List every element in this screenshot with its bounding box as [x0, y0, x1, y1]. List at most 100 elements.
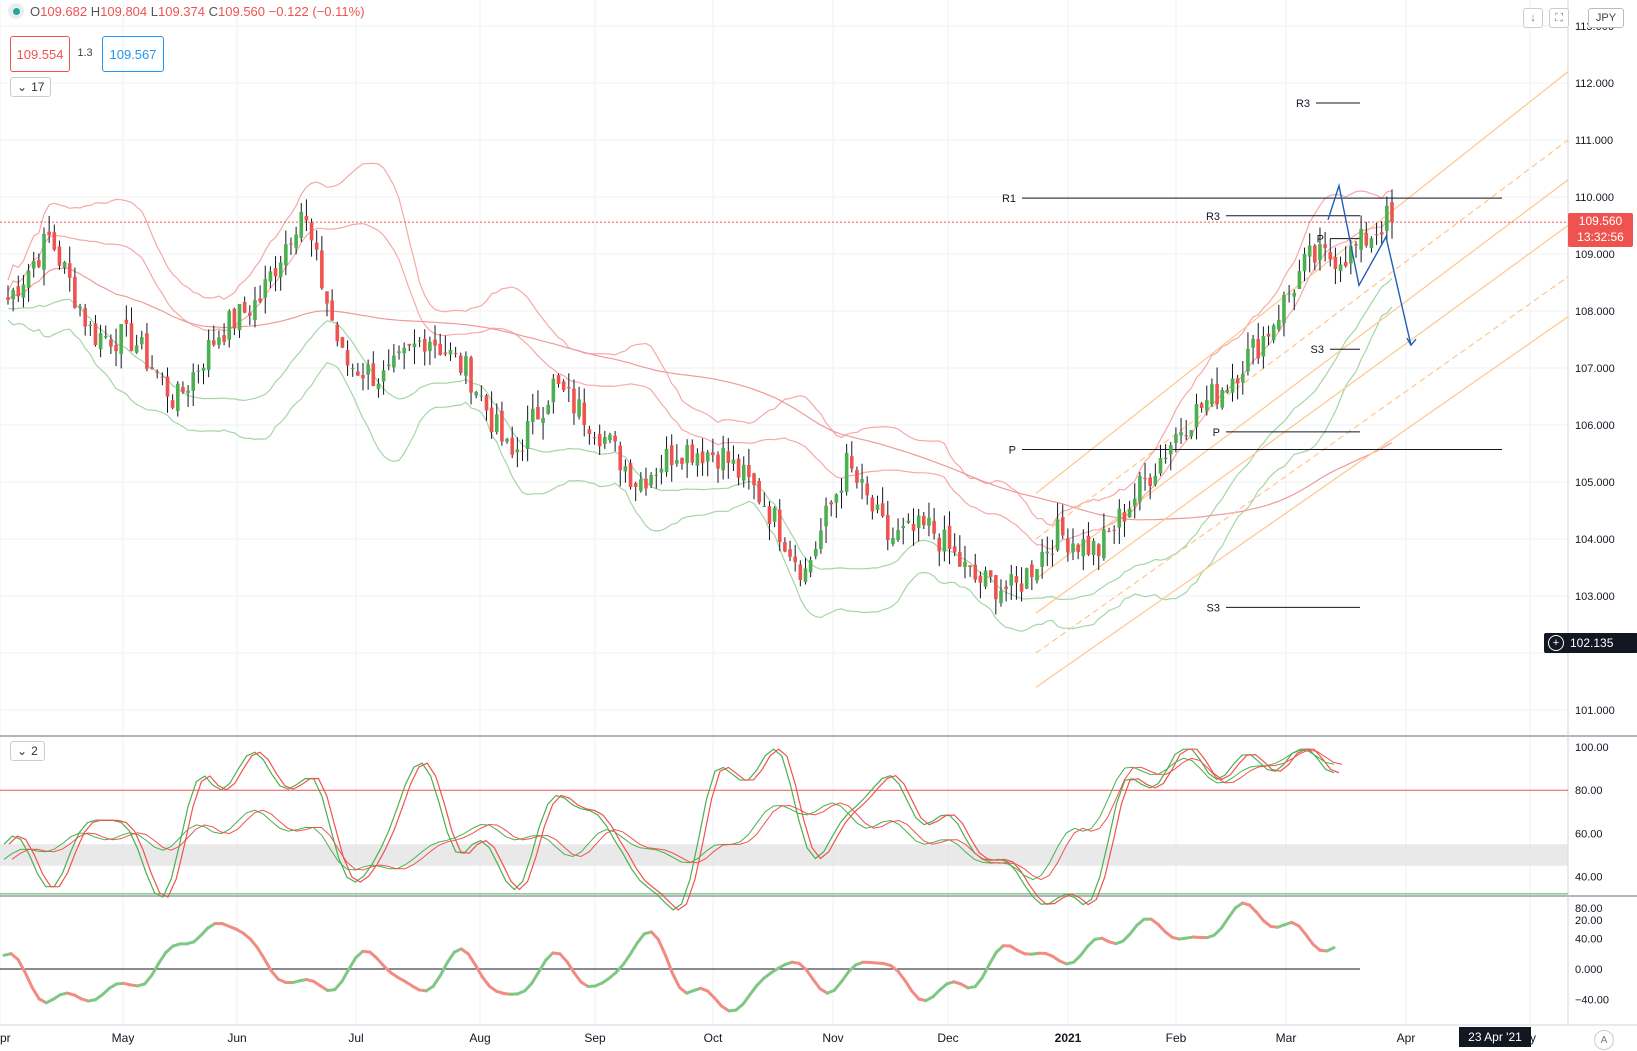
candle-body: [525, 421, 530, 449]
candle-body: [700, 451, 705, 464]
indicator-count: 2: [31, 744, 38, 758]
candle-body: [1045, 551, 1050, 554]
candle-body: [618, 445, 623, 471]
candle-body: [268, 271, 273, 282]
sell-button[interactable]: 109.554: [10, 36, 70, 72]
indicators-toggle[interactable]: ⌄ 17: [10, 77, 52, 97]
momentum-segment: [16, 958, 27, 974]
candle-body: [1055, 519, 1060, 551]
stoch-tick-label: 40.00: [1575, 872, 1603, 884]
candle-body: [1148, 477, 1152, 487]
pivot-label: R3: [1296, 98, 1310, 110]
candle-body: [664, 448, 669, 472]
currency-label[interactable]: JPY: [1588, 8, 1624, 28]
momentum-segment: [340, 967, 351, 984]
buy-button[interactable]: 109.567: [102, 36, 164, 72]
candle-body: [1194, 403, 1199, 428]
candle-body: [880, 503, 885, 517]
price-tick-label: 108.000: [1575, 306, 1615, 318]
candle-body: [958, 552, 962, 567]
stoch-indicators-toggle[interactable]: ⌄ 2: [10, 741, 45, 761]
time-axis-label: Sep: [584, 1031, 606, 1045]
candle-body: [1153, 475, 1158, 485]
time-axis-label: 2021: [1055, 1031, 1082, 1045]
momentum-segment: [157, 950, 168, 965]
pane-separator: [0, 735, 1637, 737]
candle-body: [1369, 238, 1374, 248]
plus-circle-icon[interactable]: +: [1548, 635, 1564, 651]
candle-body: [1266, 333, 1271, 337]
spread-value: 1.3: [77, 47, 93, 59]
candle-body: [1246, 348, 1250, 372]
candle-body: [1096, 544, 1101, 557]
candle-body: [479, 395, 484, 397]
candle-body: [834, 494, 839, 503]
candle-body: [1251, 338, 1255, 348]
candle-body: [186, 390, 190, 393]
candle-body: [83, 308, 87, 327]
candle-body: [536, 407, 540, 420]
candle-body: [1256, 339, 1261, 359]
candle-body: [942, 529, 947, 552]
momentum-segment: [1072, 953, 1083, 964]
momentum-segment: [903, 978, 914, 993]
channel-line: [1035, 71, 1569, 494]
maximize-icon[interactable]: ⛶: [1549, 8, 1569, 28]
momentum-segment: [1304, 933, 1315, 946]
momentum-segment: [558, 952, 569, 964]
candle-body: [1354, 244, 1358, 246]
candle-body: [464, 356, 468, 376]
momentum-segment: [635, 932, 646, 945]
candle-body: [248, 312, 252, 316]
candle-body: [376, 383, 381, 390]
candle-body: [603, 436, 607, 444]
momentum-segment: [734, 1002, 745, 1012]
candle-body: [968, 565, 972, 567]
candle-body: [798, 564, 803, 580]
candle-body: [42, 233, 46, 270]
momentum-segment: [269, 969, 280, 981]
chevron-down-icon: ⌄: [17, 80, 28, 94]
candle-body: [587, 429, 592, 435]
candle-body: [808, 560, 813, 573]
momentum-segment: [671, 971, 682, 989]
candle-body: [453, 352, 458, 354]
momentum-segment: [143, 973, 154, 986]
candle-body: [726, 451, 731, 463]
candle-body: [335, 324, 340, 342]
candle-body: [1359, 228, 1363, 250]
momentum-segment: [1079, 944, 1090, 957]
candle-body: [417, 340, 422, 342]
candle-body: [273, 267, 278, 277]
candle-body: [896, 530, 900, 540]
channel-line: [1035, 139, 1569, 540]
momentum-segment: [101, 986, 112, 997]
candle-body: [103, 336, 108, 338]
candle-body: [783, 542, 787, 552]
candle-body: [582, 402, 587, 426]
upper-band-outer: [7, 162, 1393, 526]
candle-body: [1071, 543, 1075, 553]
candle-body: [633, 483, 638, 488]
momentum-segment: [994, 944, 1005, 954]
candle-body: [649, 475, 653, 485]
momentum-segment: [192, 933, 203, 944]
candle-body: [932, 520, 936, 534]
momentum-segment: [248, 937, 259, 950]
momentum-segment: [23, 970, 34, 989]
stoch-tick-label: 60.00: [1575, 828, 1603, 840]
candle-body: [1318, 244, 1322, 261]
pivot-label: R3: [1206, 211, 1220, 223]
momentum-tick-label: −40.00: [1575, 994, 1609, 1006]
momentum-panel: [0, 901, 1360, 1013]
candle-body: [1364, 232, 1369, 246]
auto-scale-button[interactable]: A: [1594, 1030, 1614, 1050]
candle-body: [690, 444, 695, 463]
candle-body: [1313, 245, 1317, 263]
momentum-segment: [663, 953, 675, 975]
momentum-segment: [1156, 922, 1167, 934]
arrow-down-icon[interactable]: ↓: [1523, 8, 1543, 28]
candle-body: [1086, 535, 1091, 555]
momentum-segment: [811, 978, 822, 991]
